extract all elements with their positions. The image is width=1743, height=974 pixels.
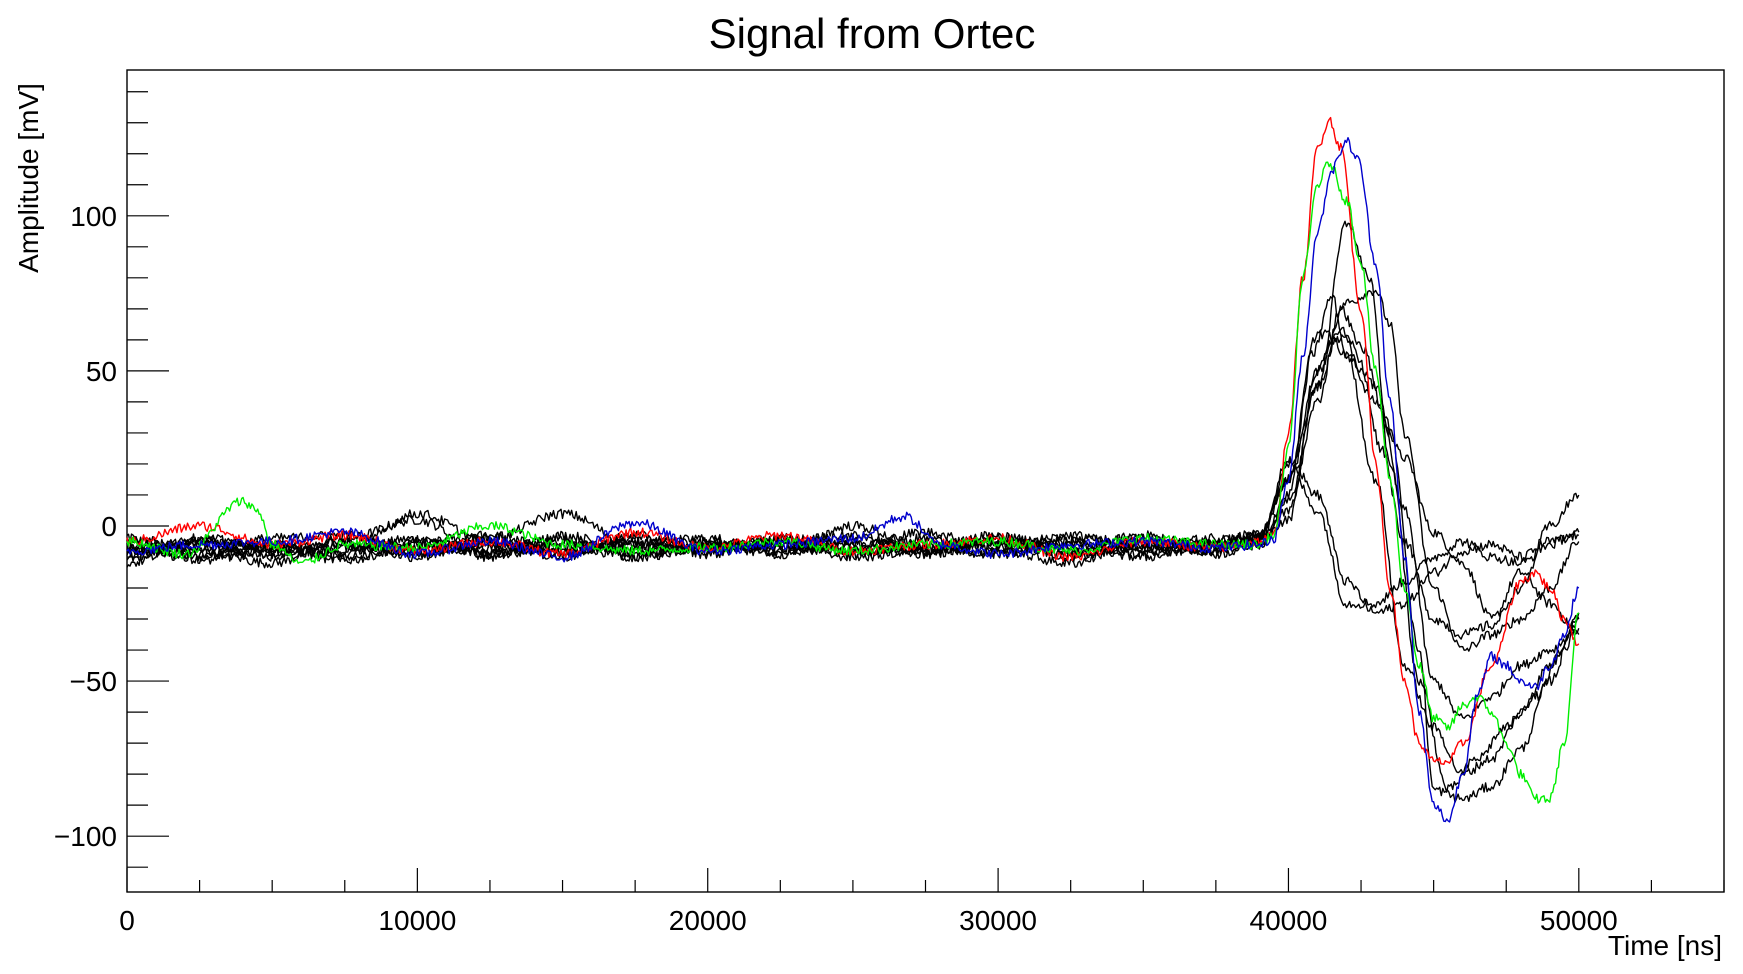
x-tick-label: 0 (119, 905, 135, 936)
y-tick-label: −100 (54, 821, 117, 852)
series-line (126, 337, 1580, 635)
series-line (126, 329, 1580, 719)
chart-title: Signal from Ortec (709, 10, 1036, 57)
traces (126, 116, 1580, 823)
x-axis-label: Time [ns] (1608, 930, 1722, 961)
y-axis-label: Amplitude [mV] (13, 83, 44, 273)
series-line (126, 116, 1580, 765)
x-tick-label: 30000 (959, 905, 1037, 936)
x-tick-label: 20000 (669, 905, 747, 936)
y-tick-label: −50 (70, 666, 118, 697)
y-tick-label: 50 (86, 356, 117, 387)
x-tick-labels: 0 10000 20000 30000 40000 50000 (119, 905, 1618, 936)
y-tick-label: 0 (101, 511, 117, 542)
y-tick-labels: −100 −50 0 50 100 (54, 201, 117, 852)
y-tick-label: 100 (70, 201, 117, 232)
plot-frame (126, 69, 1725, 893)
x-tick-label: 40000 (1250, 905, 1328, 936)
axis-ticks (126, 91, 1725, 892)
x-tick-label: 10000 (378, 905, 456, 936)
series-line (126, 137, 1580, 823)
series-line (126, 326, 1580, 640)
series-line (126, 161, 1580, 804)
x-tick-label: 50000 (1540, 905, 1618, 936)
series-line (126, 220, 1580, 793)
